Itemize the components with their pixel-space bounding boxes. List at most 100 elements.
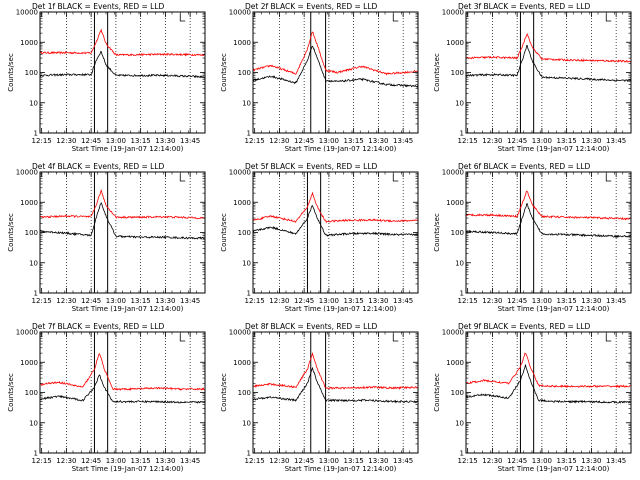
y-tick-label: 100 [25,229,38,237]
x-tick-label: 13:30 [581,457,601,465]
y-tick-label: 10 [29,99,38,107]
chart-title: Det 6f BLACK = Events, RED = LLD [458,162,591,171]
x-tick-label: 12:45 [294,137,314,145]
x-tick-label: 13:15 [131,457,151,465]
chart-title: Det 9f BLACK = Events, RED = LLD [458,322,591,331]
series-line-red [252,191,418,224]
y-tick-label: 10 [455,419,464,427]
chart-panel-7: Det 7f BLACK = Events, RED = LLD 1 10 100 10… [7,322,206,473]
x-tick-label: 13:30 [155,457,175,465]
x-tick-label: 13:15 [344,137,364,145]
y-axis-label: Counts/sec [7,373,15,412]
y-tick-label: 100 [451,229,464,237]
y-tick-label: 1 [460,450,464,458]
chart-title: Det 3f BLACK = Events, RED = LLD [458,2,591,11]
series-line-red [465,33,631,63]
x-axis-label: Start Time (19-Jan-07 12:14:00) [72,145,184,153]
plot-frame [252,171,419,294]
x-tick-label: 12:45 [507,297,527,305]
y-tick-label: 1 [247,450,251,458]
chart-panel-1: Det 1f BLACK = Events, RED = LLD 1 10 100 10… [7,2,206,153]
plot-frame [39,11,206,134]
x-tick-label: 13:45 [606,457,626,465]
y-tick-label: 10 [242,419,251,427]
y-tick-label: 100 [25,389,38,397]
x-tick-label: 12:15 [32,457,52,465]
x-tick-label: 13:30 [581,137,601,145]
x-tick-label: 12:45 [81,297,101,305]
legend-marker [605,334,612,342]
x-tick-label: 13:30 [368,137,388,145]
legend-marker [392,174,399,182]
chart-panel-3: Det 3f BLACK = Events, RED = LLD 1 10 100 10… [433,2,632,153]
y-tick-label: 10 [455,99,464,107]
chart-panel-6: Det 6f BLACK = Events, RED = LLD 1 10 100 10… [433,162,632,313]
legend-marker [392,14,399,22]
x-tick-label: 13:00 [532,457,552,465]
legend-marker [179,334,186,342]
x-axis-label: Start Time (19-Jan-07 12:14:00) [498,305,610,313]
x-tick-label: 12:30 [269,297,289,305]
x-tick-label: 13:30 [155,297,175,305]
y-tick-label: 1 [460,290,464,298]
y-axis-label: Counts/sec [7,53,15,92]
x-tick-label: 13:00 [319,137,339,145]
series-line-black [465,364,631,404]
y-tick-label: 10000 [16,169,38,177]
series-line-black [39,374,205,404]
y-tick-label: 1000 [446,39,464,47]
series-line-black [465,202,631,239]
x-tick-label: 12:15 [245,137,265,145]
chart-panel-5: Det 5f BLACK = Events, RED = LLD 1 10 100 10… [220,162,419,313]
series-line-red [465,352,631,389]
y-tick-label: 100 [238,229,251,237]
y-tick-label: 1000 [233,359,251,367]
x-tick-label: 13:15 [557,457,577,465]
y-tick-label: 10000 [229,169,251,177]
series-line-red [465,190,631,221]
plot-frame [252,331,419,454]
x-tick-label: 12:30 [56,297,76,305]
x-axis-label: Start Time (19-Jan-07 12:14:00) [285,465,397,473]
y-tick-label: 1000 [233,39,251,47]
x-tick-label: 12:30 [482,137,502,145]
chart-panel-9: Det 9f BLACK = Events, RED = LLD 1 10 100 10… [433,322,632,473]
x-tick-label: 13:45 [393,297,413,305]
y-tick-label: 1000 [446,359,464,367]
y-axis-label: Counts/sec [220,213,228,252]
y-tick-label: 1000 [233,199,251,207]
y-tick-label: 10000 [229,9,251,17]
y-tick-label: 100 [451,69,464,77]
x-tick-label: 13:15 [131,297,151,305]
chart-title: Det 4f BLACK = Events, RED = LLD [32,162,165,171]
x-tick-label: 12:30 [269,137,289,145]
chart-title: Det 8f BLACK = Events, RED = LLD [245,322,378,331]
x-tick-label: 13:45 [393,137,413,145]
x-tick-label: 13:00 [532,137,552,145]
y-tick-label: 100 [25,69,38,77]
x-axis-label: Start Time (19-Jan-07 12:14:00) [72,305,184,313]
x-tick-label: 13:15 [557,297,577,305]
x-axis-label: Start Time (19-Jan-07 12:14:00) [285,145,397,153]
x-tick-label: 12:15 [458,457,478,465]
y-tick-label: 10000 [442,9,464,17]
series-line-black [252,204,418,237]
x-tick-label: 12:45 [507,137,527,145]
series-line-black [252,366,418,404]
y-tick-label: 100 [238,389,251,397]
x-tick-label: 13:00 [319,297,339,305]
y-tick-label: 1000 [446,199,464,207]
x-tick-label: 12:30 [56,457,76,465]
x-tick-label: 12:45 [507,457,527,465]
x-tick-label: 12:45 [81,137,101,145]
y-axis-label: Counts/sec [220,53,228,92]
y-axis-label: Counts/sec [7,213,15,252]
x-tick-label: 13:00 [106,137,126,145]
y-tick-label: 10 [242,259,251,267]
x-tick-label: 12:30 [56,137,76,145]
x-axis-label: Start Time (19-Jan-07 12:14:00) [498,465,610,473]
legend-marker [179,174,186,182]
y-tick-label: 1 [247,290,251,298]
x-axis-label: Start Time (19-Jan-07 12:14:00) [285,305,397,313]
